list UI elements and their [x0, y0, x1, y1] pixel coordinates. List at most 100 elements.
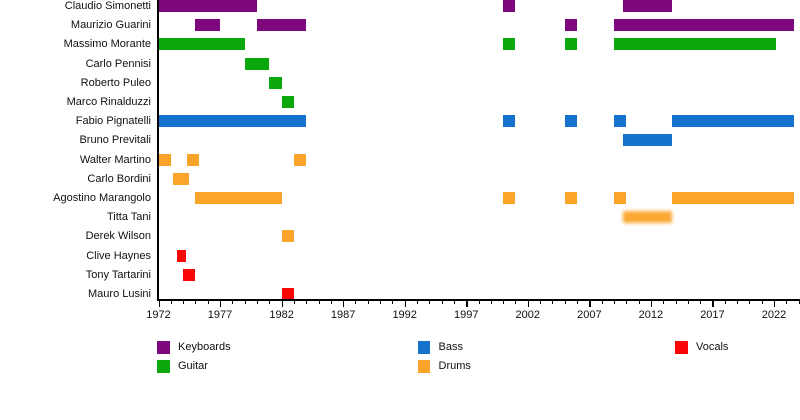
row-label: Bruno Previtali — [79, 134, 151, 147]
axis-tick-minor — [577, 301, 579, 304]
member-bar — [622, 134, 672, 147]
member-bar — [503, 115, 516, 128]
axis-tick-minor — [170, 301, 172, 304]
axis-tick-major — [343, 301, 345, 307]
axis-tick-major — [466, 301, 468, 307]
axis-tick-major — [281, 301, 283, 307]
legend-swatch — [675, 341, 688, 354]
row-label: Walter Martino — [79, 153, 151, 166]
row-label: Derek Wilson — [85, 230, 151, 243]
legend-swatch — [157, 341, 170, 354]
member-bar — [158, 115, 307, 128]
axis-tick-minor — [380, 301, 382, 304]
axis-tick-minor — [478, 301, 480, 304]
member-bar — [281, 95, 294, 108]
axis-tick-minor — [417, 301, 418, 304]
member-bar — [564, 19, 578, 32]
tick-label: 1997 — [454, 308, 479, 321]
row-label: Carlo Bordini — [87, 172, 151, 185]
axis-tick-minor — [687, 301, 689, 304]
legend-item: Bass — [417, 341, 528, 355]
axis-tick-minor — [515, 301, 517, 304]
axis-tick-minor — [207, 301, 209, 304]
legend-label: Keyboards — [178, 341, 231, 353]
member-bar — [158, 38, 245, 51]
tick-label: 2007 — [577, 308, 602, 321]
legend-item: Guitar — [157, 360, 267, 374]
axis-tick-minor — [429, 301, 431, 304]
axis-tick-minor — [195, 301, 197, 304]
row-label: Titta Tani — [106, 211, 151, 224]
row-label: Clive Haynes — [86, 249, 151, 262]
member-bar — [613, 38, 777, 51]
member-bar — [281, 230, 294, 243]
axis-tick-major — [220, 301, 222, 307]
member-bar — [293, 153, 307, 166]
row-label: Maurizio Guarini — [70, 19, 151, 32]
axis-tick-minor — [700, 301, 702, 304]
axis-tick-minor — [367, 301, 369, 304]
member-bar — [158, 0, 257, 12]
member-bar — [613, 19, 794, 32]
member-bar — [158, 153, 171, 166]
member-bar — [256, 19, 307, 32]
member-bar — [613, 191, 627, 204]
axis-tick-major — [712, 301, 714, 307]
axis-tick-minor — [269, 301, 271, 304]
member-bar — [195, 191, 282, 204]
row-label: Roberto Puleo — [80, 76, 151, 89]
axis-tick-minor — [552, 301, 554, 304]
axis-tick-minor — [244, 301, 246, 304]
member-bar — [503, 191, 516, 204]
y-axis-line — [157, 0, 159, 301]
row-label: Carlo Pennisi — [85, 57, 151, 70]
member-bar — [503, 0, 516, 12]
legend-item: Drums — [417, 360, 528, 374]
member-bar — [281, 287, 294, 300]
axis-tick-major — [158, 301, 160, 307]
tick-label: 1992 — [392, 308, 417, 321]
axis-tick-minor — [786, 301, 788, 304]
legend-label: Drums — [438, 360, 471, 372]
legend-item: Vocals — [675, 341, 785, 355]
row-label: Claudio Simonetti — [64, 0, 151, 12]
axis-tick-minor — [675, 301, 677, 304]
legend-label: Bass — [438, 341, 463, 353]
axis-tick-minor — [601, 301, 603, 304]
member-bar — [186, 153, 200, 166]
row-label: Tony Tartarini — [85, 268, 151, 281]
axis-tick-minor — [330, 301, 332, 304]
legend-label: Vocals — [696, 341, 729, 353]
axis-tick-minor — [256, 301, 258, 304]
member-bar — [564, 115, 578, 128]
axis-tick-minor — [306, 301, 308, 304]
axis-tick-minor — [798, 301, 800, 304]
axis-tick-minor — [318, 301, 320, 304]
axis-tick-minor — [663, 301, 665, 304]
member-bar — [671, 115, 794, 128]
tick-label: 2012 — [638, 308, 664, 321]
member-bar — [564, 38, 578, 51]
member-bar — [195, 19, 221, 32]
axis-tick-minor — [293, 301, 295, 304]
tick-label: 1987 — [330, 308, 356, 321]
axis-tick-minor — [453, 301, 455, 304]
member-bar — [183, 268, 196, 281]
axis-tick-minor — [761, 301, 763, 304]
member-bar — [613, 115, 627, 128]
axis-tick-minor — [613, 301, 615, 304]
member-bar — [564, 191, 578, 204]
member-bar — [503, 38, 516, 51]
axis-tick-major — [589, 301, 591, 307]
axis-tick-minor — [355, 301, 357, 304]
legend-swatch — [157, 360, 170, 373]
axis-tick-minor — [540, 301, 542, 304]
legend-label: Guitar — [178, 360, 208, 372]
axis-tick-minor — [724, 301, 726, 304]
axis-tick-minor — [183, 301, 185, 304]
member-bar — [269, 76, 282, 89]
legend-swatch — [417, 341, 430, 354]
member-bar — [176, 249, 186, 262]
tick-label: 1977 — [207, 308, 233, 321]
